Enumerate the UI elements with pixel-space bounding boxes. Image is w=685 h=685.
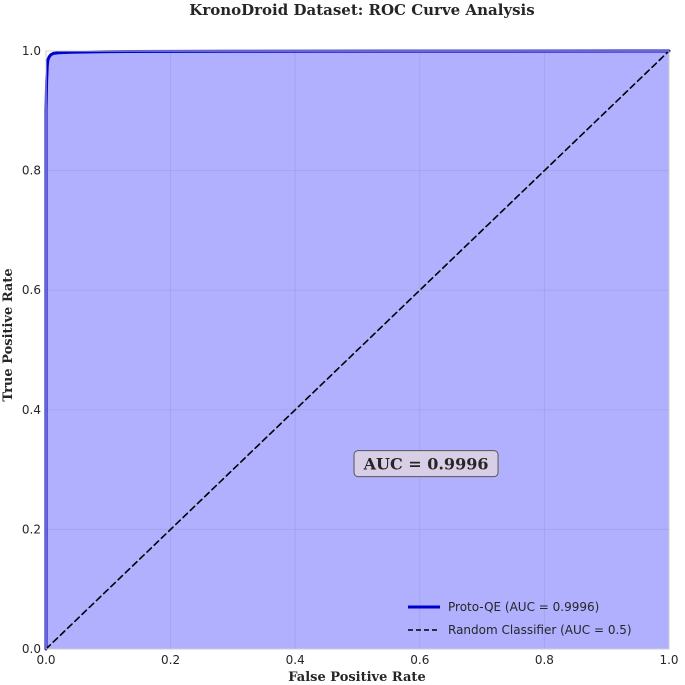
x-tick-label: 1.0 (659, 653, 678, 667)
x-tick-label: 0.6 (410, 653, 429, 667)
y-tick-label: 1.0 (22, 44, 41, 58)
legend-label-proto-qe: Proto-QE (AUC = 0.9996) (448, 600, 599, 614)
y-tick-label: 0.2 (22, 522, 41, 536)
legend-label-random: Random Classifier (AUC = 0.5) (448, 623, 632, 637)
x-tick-label: 0.0 (36, 653, 55, 667)
y-tick-label: 0.0 (22, 642, 41, 656)
x-axis-label: False Positive Rate (288, 670, 425, 685)
y-tick-label: 0.4 (22, 403, 41, 417)
auc-annotation-text: AUC = 0.9996 (363, 455, 489, 474)
auc-annotation-box (353, 450, 499, 478)
ticks-layer: 0.0 0.2 0.4 0.6 0.8 1.0 0.0 0.2 0.4 0.6 0.8 1.0 (22, 44, 679, 667)
legend: Proto-QE (AUC = 0.9996) Random Classifie… (408, 600, 632, 637)
y-tick-label: 0.6 (22, 283, 41, 297)
y-axis-label: True Positive Rate (1, 268, 16, 401)
plot-frame (45, 50, 670, 650)
x-tick-label: 0.2 (161, 653, 180, 667)
chart-title: KronoDroid Dataset: ROC Curve Analysis (189, 1, 534, 19)
random-classifier-line (45, 50, 670, 650)
x-tick-label: 0.4 (286, 653, 305, 667)
auc-annotation: AUC = 0.9996 (353, 450, 499, 478)
y-tick-label: 0.8 (22, 164, 41, 178)
x-tick-label: 0.8 (535, 653, 554, 667)
